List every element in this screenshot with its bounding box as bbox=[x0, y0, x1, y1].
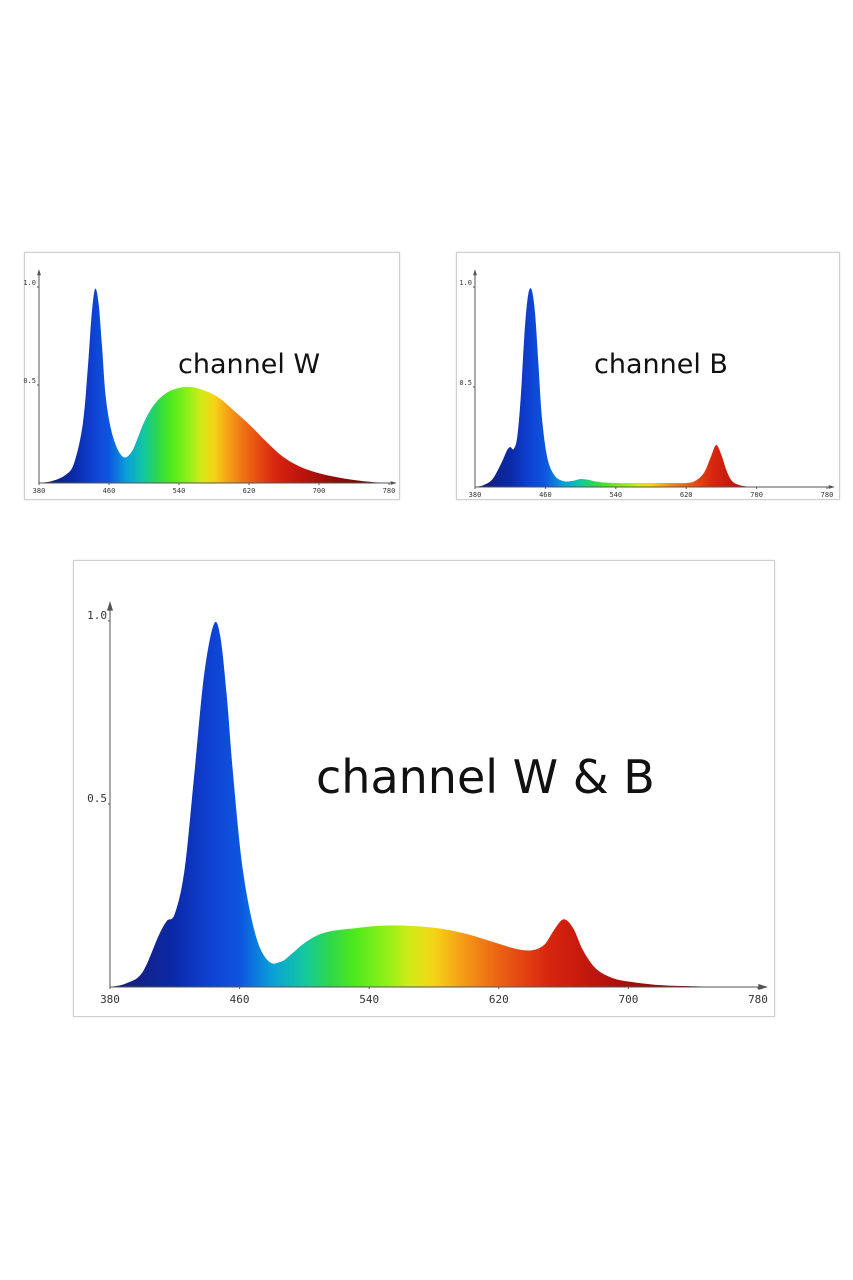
spectrum-chart-channel-w: 380 460 540 620 700 780 0.5 1.0 channel W bbox=[23, 269, 397, 495]
x-tick-label: 380 bbox=[469, 491, 482, 499]
y-axis-arrow bbox=[106, 600, 114, 611]
spectrum-chart-channel-wb: 380 460 540 620 700 780 0.5 1.0 channel W & B bbox=[87, 600, 769, 1006]
y-tick-label: 1.0 bbox=[459, 279, 472, 287]
chart-panel-channel-b: 380 460 540 620 700 780 0.5 1.0 channel B bbox=[456, 252, 840, 500]
x-tick-label: 540 bbox=[359, 993, 379, 1006]
x-axis-arrow bbox=[828, 485, 835, 489]
x-axis-arrow bbox=[758, 983, 769, 991]
spectrum-chart-channel-b: 380 460 540 620 700 780 0.5 1.0 channel B bbox=[459, 269, 835, 499]
x-tick-label: 460 bbox=[539, 491, 552, 499]
x-tick-label: 540 bbox=[173, 487, 186, 495]
x-tick-label: 780 bbox=[748, 993, 768, 1006]
x-tick-label: 620 bbox=[243, 487, 256, 495]
spectrum-area bbox=[475, 288, 757, 487]
y-axis-arrow bbox=[473, 269, 477, 276]
x-tick-label: 780 bbox=[821, 491, 834, 499]
y-tick-label: 1.0 bbox=[23, 279, 36, 287]
x-axis-arrow bbox=[390, 481, 397, 485]
x-tick-label: 700 bbox=[750, 491, 763, 499]
x-tick-label: 620 bbox=[680, 491, 693, 499]
y-tick-label: 0.5 bbox=[87, 792, 107, 805]
spectrum-area bbox=[39, 288, 389, 483]
y-tick-label: 0.5 bbox=[459, 379, 472, 387]
x-tick-label: 380 bbox=[100, 993, 120, 1006]
x-tick-label: 700 bbox=[618, 993, 638, 1006]
x-tick-label: 380 bbox=[33, 487, 46, 495]
x-tick-label: 620 bbox=[489, 993, 509, 1006]
spectrum-area bbox=[110, 621, 726, 987]
y-axis-arrow bbox=[37, 269, 41, 276]
x-tick-label: 460 bbox=[230, 993, 250, 1006]
x-tick-label: 460 bbox=[103, 487, 116, 495]
chart-panel-channel-w: 380 460 540 620 700 780 0.5 1.0 channel W bbox=[23, 252, 400, 500]
chart-title: channel W & B bbox=[316, 750, 655, 804]
x-tick-label: 700 bbox=[313, 487, 326, 495]
y-tick-label: 0.5 bbox=[23, 377, 36, 385]
chart-title: channel B bbox=[594, 349, 728, 380]
x-tick-label: 780 bbox=[383, 487, 396, 495]
y-tick-label: 1.0 bbox=[87, 609, 107, 622]
chart-title: channel W bbox=[178, 349, 320, 380]
x-tick-label: 540 bbox=[609, 491, 622, 499]
chart-panel-channel-wb: 380 460 540 620 700 780 0.5 1.0 channel W & B bbox=[73, 560, 775, 1017]
